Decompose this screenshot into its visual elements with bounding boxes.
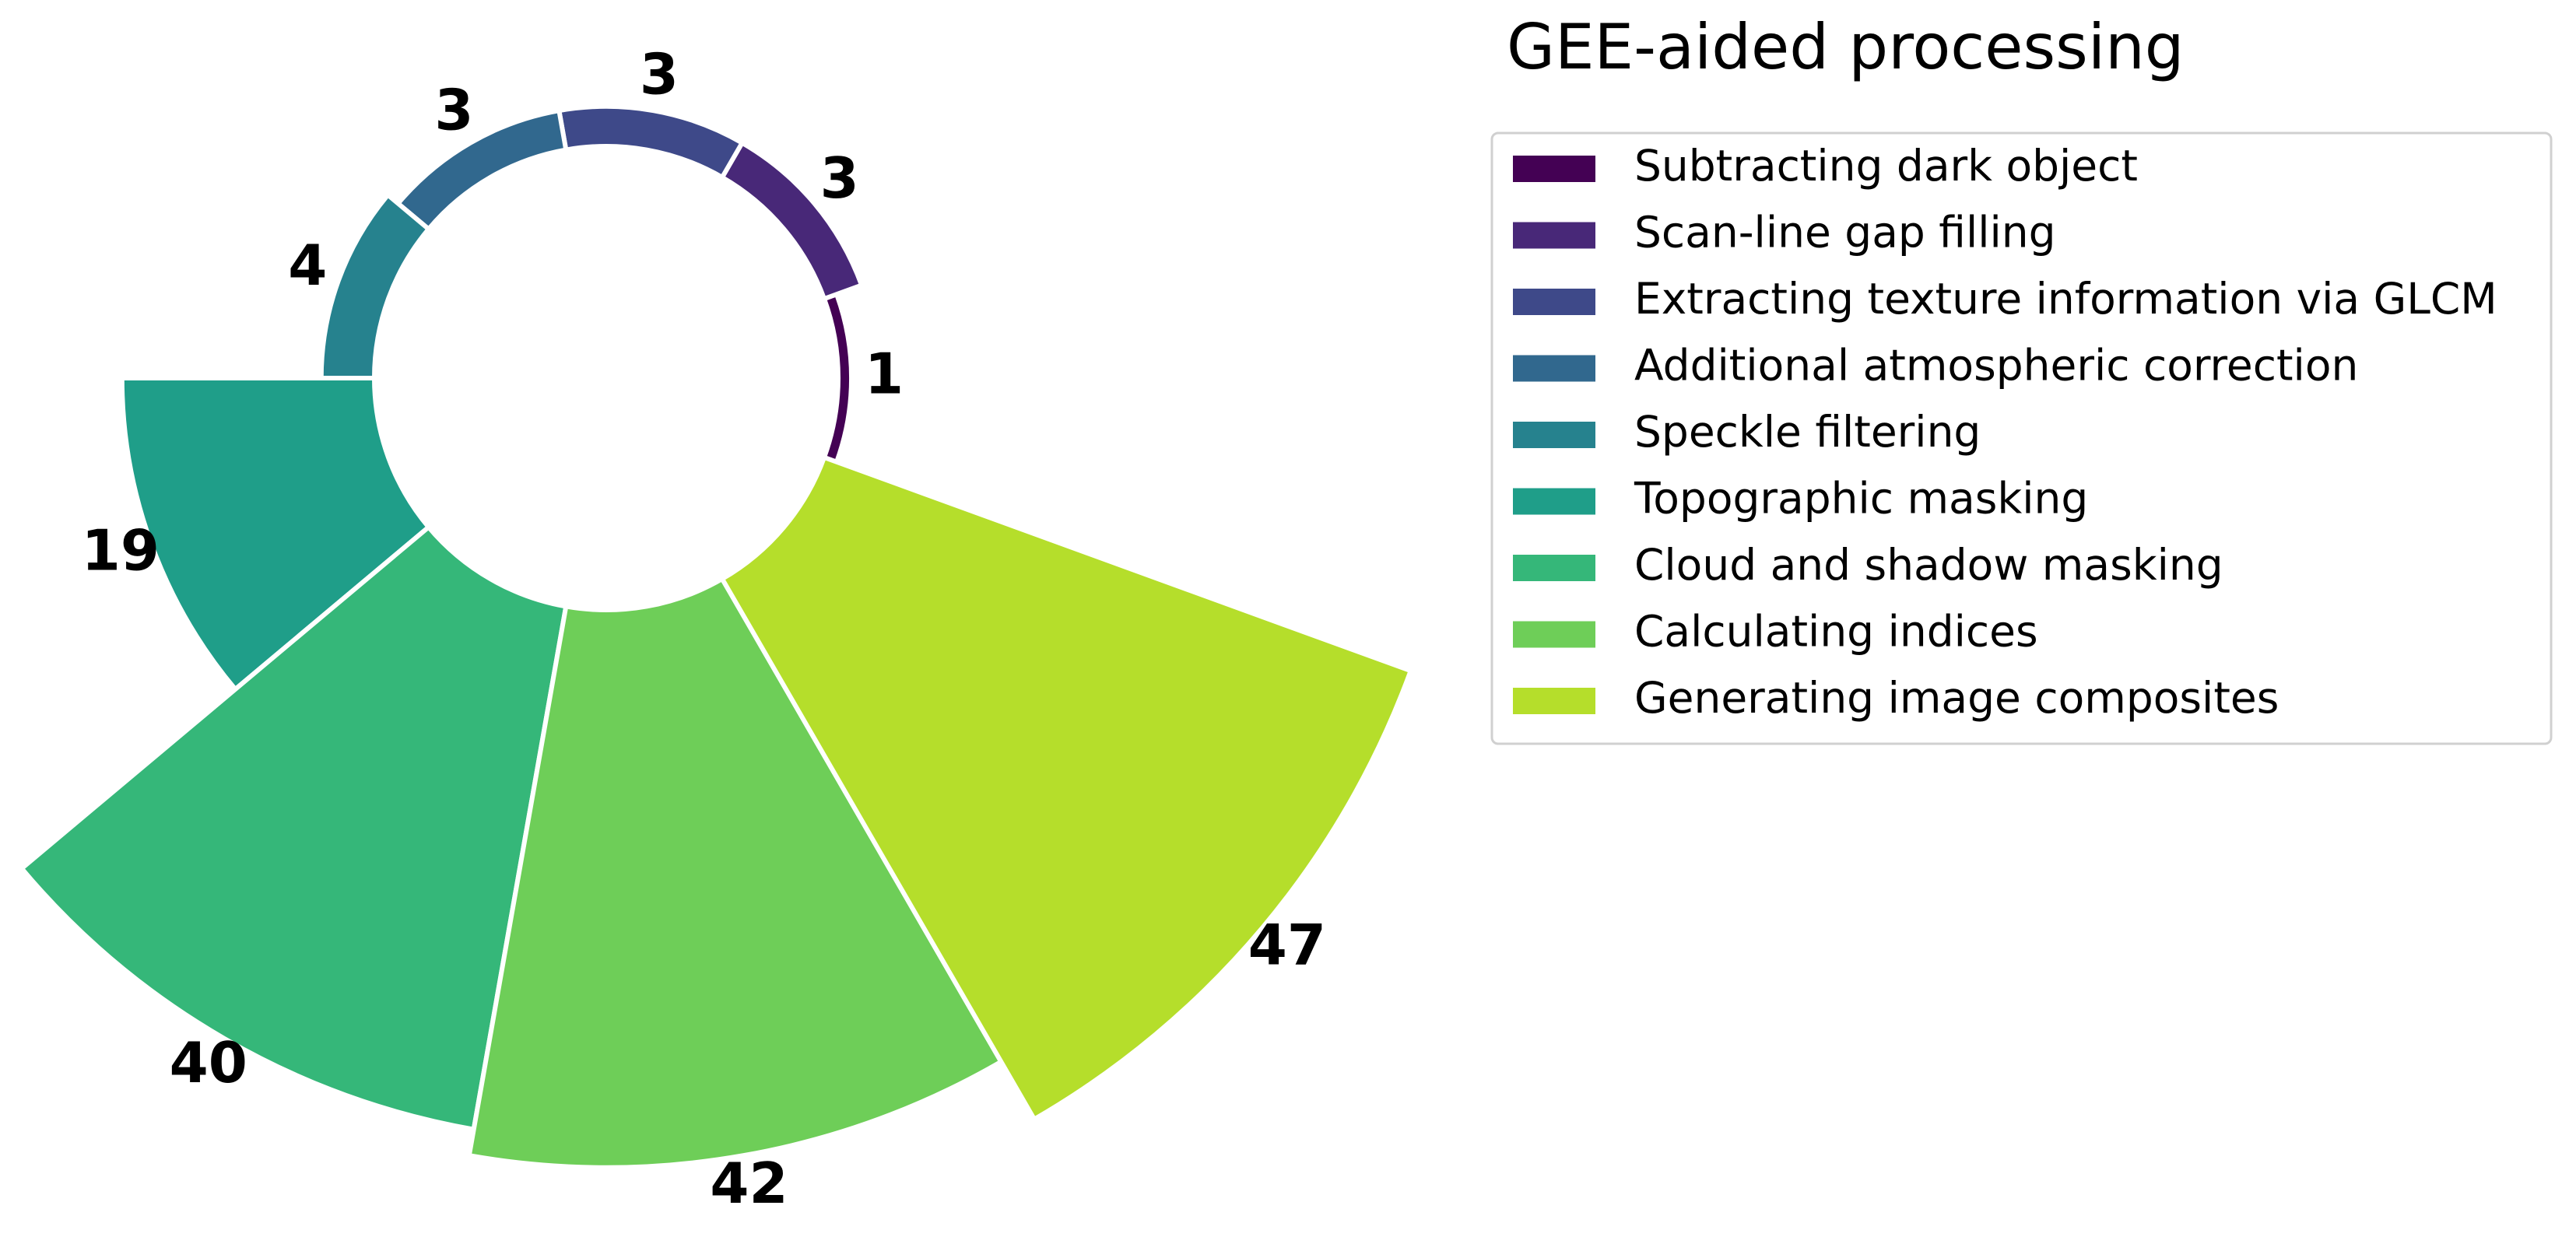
wedge (718, 454, 1414, 1123)
value-label: 19 (82, 518, 160, 583)
legend-swatch (1513, 488, 1595, 515)
legend-swatch (1513, 555, 1595, 581)
legend-label: Extracting texture information via GLCM (1634, 274, 2497, 324)
legend-box (1490, 131, 2553, 745)
value-label: 3 (434, 78, 473, 143)
legend-label: Cloud and shadow masking (1634, 540, 2223, 590)
value-label: 1 (865, 342, 904, 407)
legend-label: Calculating indices (1634, 607, 2038, 657)
wedge (318, 191, 432, 380)
value-label: 47 (1248, 913, 1326, 978)
value-label: 42 (710, 1151, 788, 1216)
legend-swatch (1513, 688, 1595, 714)
legend-swatch (1513, 156, 1595, 182)
wedge (18, 524, 569, 1133)
legend-swatch (1513, 355, 1595, 382)
legend-label: Subtracting dark object (1634, 141, 2138, 191)
value-label: 3 (820, 145, 859, 211)
value-label: 4 (288, 233, 327, 298)
legend-label: Speckle filtering (1634, 407, 1981, 457)
legend-title: GEE-aided processing (1507, 11, 2185, 83)
legend-label: Topographic masking (1634, 474, 2088, 524)
legend-swatch (1513, 222, 1595, 249)
legend-label: Additional atmospheric correction (1634, 341, 2358, 391)
wedge (556, 103, 746, 181)
legend-label: Generating image composites (1634, 673, 2279, 723)
legend-swatch (1513, 289, 1595, 315)
value-label: 3 (640, 41, 679, 107)
legend-swatch (1513, 621, 1595, 648)
wedge (395, 107, 569, 233)
legend-label: Scan-line gap filling (1634, 208, 2056, 258)
value-label: 40 (170, 1030, 247, 1095)
wedge (821, 291, 854, 465)
legend-swatch (1513, 422, 1595, 448)
wedge (119, 376, 432, 693)
wedge (466, 575, 1005, 1170)
